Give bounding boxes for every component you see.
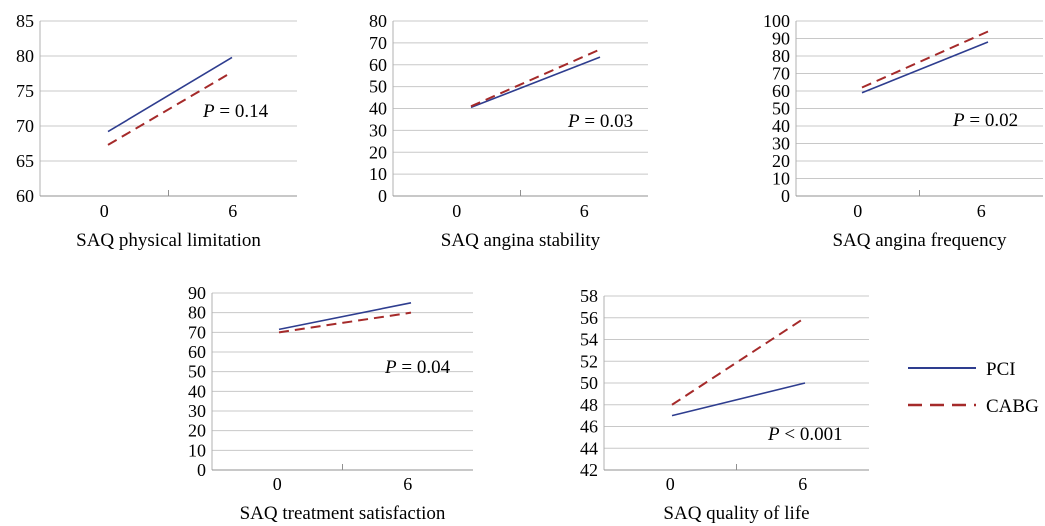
legend: PCI CABG bbox=[908, 359, 1039, 417]
y-tick-label: 46 bbox=[580, 417, 598, 437]
x-tick-label: 0 bbox=[273, 474, 282, 494]
y-tick-label: 0 bbox=[197, 460, 206, 480]
y-tick-label: 58 bbox=[580, 286, 598, 306]
p-value-annotation: P = 0.04 bbox=[384, 357, 451, 378]
x-tick-label: 6 bbox=[977, 201, 986, 221]
x-axis-label: SAQ angina frequency bbox=[832, 230, 1007, 251]
y-tick-label: 48 bbox=[580, 395, 598, 415]
x-tick-label: 6 bbox=[403, 474, 412, 494]
x-tick-label: 6 bbox=[798, 474, 807, 494]
x-tick-label: 0 bbox=[452, 201, 461, 221]
y-tick-label: 50 bbox=[369, 77, 387, 97]
y-tick-label: 40 bbox=[772, 116, 790, 136]
series-line-pci bbox=[470, 56, 601, 109]
y-tick-label: 50 bbox=[772, 99, 790, 119]
y-tick-label: 100 bbox=[763, 11, 790, 31]
p-value-symbol: P bbox=[384, 357, 397, 378]
p-value-text: = 0.02 bbox=[965, 110, 1018, 131]
legend-label-pci: PCI bbox=[986, 359, 1016, 380]
y-tick-label: 50 bbox=[188, 362, 206, 382]
p-value-symbol: P bbox=[567, 111, 580, 132]
y-tick-label: 90 bbox=[188, 283, 206, 303]
x-axis-label: SAQ angina stability bbox=[441, 230, 601, 251]
y-tick-label: 54 bbox=[580, 330, 598, 350]
y-tick-label: 70 bbox=[772, 64, 790, 84]
series-line-cabg bbox=[278, 311, 412, 334]
y-tick-label: 42 bbox=[580, 460, 598, 480]
series-line-cabg bbox=[861, 30, 989, 89]
y-tick-label: 30 bbox=[188, 401, 206, 421]
x-tick-label: 6 bbox=[228, 201, 237, 221]
y-tick-label: 60 bbox=[188, 342, 206, 362]
y-tick-label: 40 bbox=[188, 381, 206, 401]
y-tick-label: 75 bbox=[16, 81, 34, 101]
p-value-annotation: P = 0.02 bbox=[952, 110, 1018, 131]
x-axis-label: SAQ treatment satisfaction bbox=[240, 503, 446, 524]
x-tick-label: 0 bbox=[666, 474, 675, 494]
y-tick-label: 65 bbox=[16, 151, 34, 171]
y-tick-label: 20 bbox=[369, 142, 387, 162]
y-tick-label: 80 bbox=[16, 46, 34, 66]
y-tick-label: 80 bbox=[188, 303, 206, 323]
series-line-pci bbox=[861, 41, 989, 94]
y-tick-label: 10 bbox=[188, 440, 206, 460]
y-tick-label: 52 bbox=[580, 351, 598, 371]
series-line-pci bbox=[278, 302, 412, 331]
y-tick-label: 0 bbox=[781, 186, 790, 206]
y-tick-label: 85 bbox=[16, 11, 34, 31]
x-tick-label: 0 bbox=[100, 201, 109, 221]
y-tick-label: 30 bbox=[369, 120, 387, 140]
legend-label-cabg: CABG bbox=[986, 396, 1039, 417]
p-value-annotation: P = 0.14 bbox=[202, 101, 269, 122]
series-line-pci bbox=[671, 382, 806, 417]
y-tick-label: 50 bbox=[580, 373, 598, 393]
series-line-cabg bbox=[107, 71, 233, 146]
y-tick-label: 20 bbox=[188, 421, 206, 441]
series-line-cabg bbox=[671, 316, 806, 406]
series-line-cabg bbox=[470, 48, 601, 108]
y-tick-label: 0 bbox=[378, 186, 387, 206]
y-tick-label: 56 bbox=[580, 308, 598, 328]
p-value-text: = 0.03 bbox=[580, 111, 633, 132]
p-value-annotation: P < 0.001 bbox=[767, 424, 843, 445]
p-value-symbol: P bbox=[202, 101, 215, 122]
series-line-pci bbox=[107, 56, 233, 133]
y-tick-label: 60 bbox=[772, 81, 790, 101]
y-tick-label: 90 bbox=[772, 29, 790, 49]
x-tick-label: 6 bbox=[580, 201, 589, 221]
x-axis-label: SAQ quality of life bbox=[663, 503, 809, 524]
y-tick-label: 80 bbox=[772, 46, 790, 66]
y-tick-label: 10 bbox=[369, 164, 387, 184]
x-axis-label: SAQ physical limitation bbox=[76, 230, 261, 251]
chart-panel-1: 60 65 70 75 80 85 0 6 SAQ physical limitation P =… bbox=[16, 11, 297, 251]
p-value-annotation: P = 0.03 bbox=[567, 111, 633, 132]
y-tick-label: 70 bbox=[369, 33, 387, 53]
y-tick-label: 70 bbox=[16, 116, 34, 136]
y-tick-label: 80 bbox=[369, 11, 387, 31]
p-value-text: = 0.04 bbox=[397, 357, 451, 378]
y-tick-label: 44 bbox=[580, 438, 598, 458]
x-tick-label: 0 bbox=[853, 201, 862, 221]
y-tick-label: 20 bbox=[772, 151, 790, 171]
y-tick-label: 60 bbox=[369, 55, 387, 75]
p-value-symbol: P bbox=[952, 110, 965, 131]
p-value-text: = 0.14 bbox=[215, 101, 269, 122]
y-tick-label: 40 bbox=[369, 99, 387, 119]
y-tick-label: 60 bbox=[16, 186, 34, 206]
y-tick-label: 30 bbox=[772, 134, 790, 154]
y-tick-label: 70 bbox=[188, 322, 206, 342]
p-value-symbol: P bbox=[767, 424, 780, 445]
y-tick-label: 10 bbox=[772, 169, 790, 189]
p-value-text: < 0.001 bbox=[780, 424, 843, 445]
